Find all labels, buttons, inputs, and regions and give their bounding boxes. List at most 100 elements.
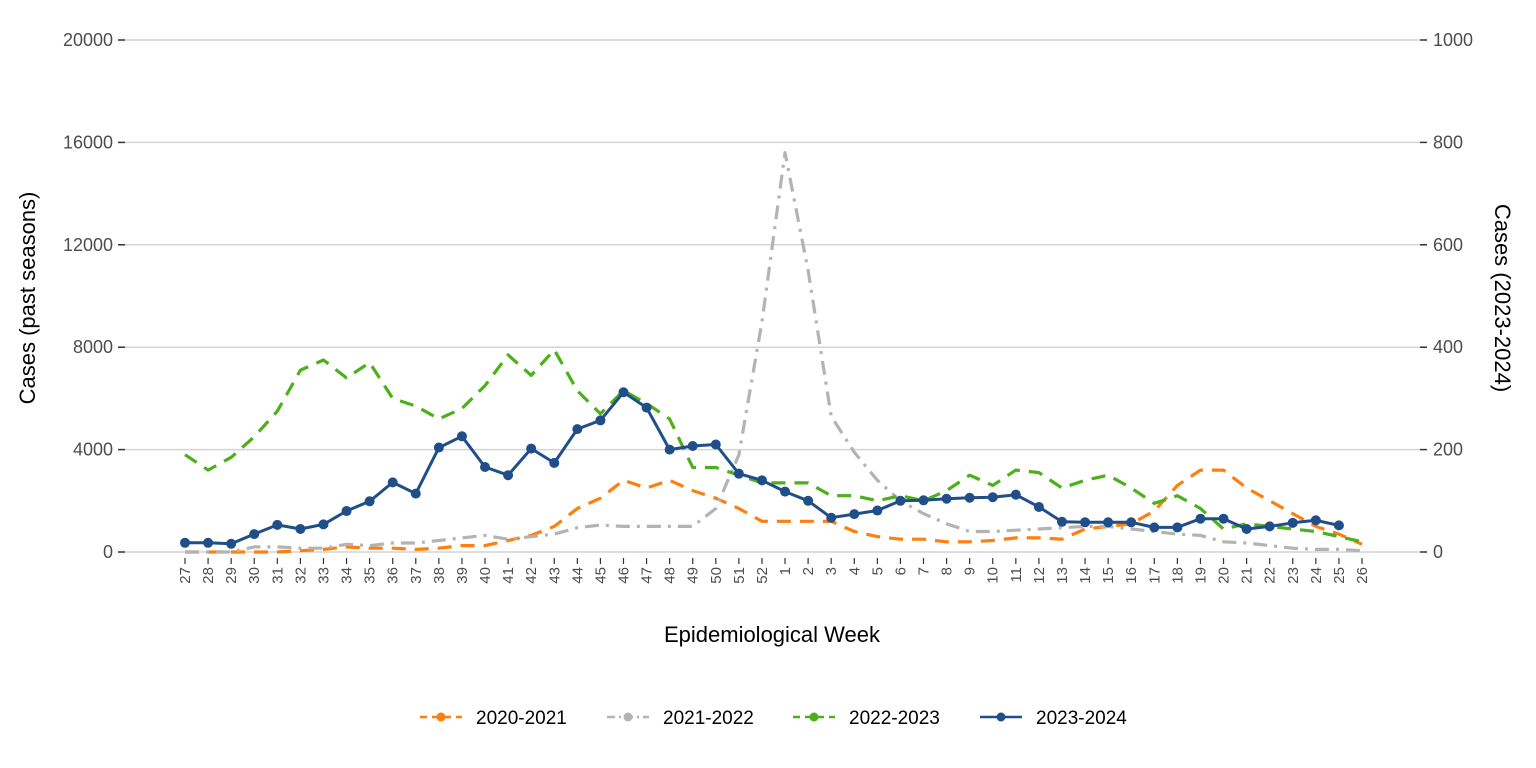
legend: 2020-2021 2021-2022 2022-2023 2023-2024 [420, 708, 1127, 729]
left-axis-title: Cases (past seasons) [15, 192, 40, 405]
x-tick-label: 5 [869, 567, 886, 575]
x-tick-label: 10 [985, 567, 1002, 584]
data-point [1241, 523, 1252, 534]
x-tick-label: 51 [731, 567, 748, 584]
data-point [203, 537, 214, 548]
right-tick-label: 1000 [1433, 30, 1473, 50]
x-tick-label: 12 [1031, 567, 1048, 584]
right-tick-label: 200 [1433, 440, 1463, 460]
data-point [1080, 517, 1091, 528]
data-point [780, 486, 791, 497]
data-point [272, 519, 283, 530]
data-point [1333, 520, 1344, 531]
x-tick-label: 2 [800, 567, 817, 575]
data-point [733, 468, 744, 479]
x-tick-label: 3 [823, 567, 840, 575]
data-point [1218, 513, 1229, 524]
right-tick-label: 800 [1433, 132, 1463, 152]
left-tick-label: 0 [103, 542, 113, 562]
data-point [1126, 517, 1137, 528]
data-point [849, 509, 860, 520]
left-axis: 0 4000 8000 12000 16000 20000 [63, 30, 125, 562]
x-tick-label: 49 [685, 567, 702, 584]
x-tick-label: 24 [1308, 567, 1325, 584]
x-tick-label: 31 [269, 567, 286, 584]
x-tick-label: 48 [662, 567, 679, 584]
x-tick-label: 39 [454, 567, 471, 584]
x-tick-label: 7 [916, 567, 933, 575]
right-tick-label: 400 [1433, 337, 1463, 357]
x-tick-label: 4 [846, 567, 863, 575]
x-tick-label: 8 [939, 567, 956, 575]
data-point [1172, 522, 1183, 533]
right-tick-label: 0 [1433, 542, 1443, 562]
data-point [364, 496, 375, 507]
legend-label: 2021-2022 [663, 708, 754, 729]
data-point [710, 439, 721, 450]
data-point [664, 444, 675, 455]
legend-label: 2023-2024 [1036, 708, 1127, 729]
x-tick-label: 11 [1008, 567, 1025, 583]
x-tick-label: 34 [339, 567, 356, 584]
data-point [595, 415, 606, 426]
data-point [180, 537, 190, 548]
x-tick-label: 37 [408, 567, 425, 584]
x-tick-label: 40 [477, 567, 494, 584]
data-point [318, 519, 329, 530]
x-tick-label: 44 [569, 567, 586, 584]
series-line-2020-2021 [185, 468, 1363, 554]
x-tick-label: 19 [1192, 567, 1209, 584]
data-point [1149, 522, 1160, 533]
x-tick-label: 22 [1262, 567, 1279, 584]
x-tick-label: 52 [754, 567, 771, 584]
x-tick-label: 41 [500, 567, 517, 584]
x-tick-label: 42 [523, 567, 540, 584]
data-point [1195, 513, 1206, 524]
data-point [387, 477, 398, 488]
data-point [618, 387, 629, 398]
data-point [918, 495, 929, 506]
data-point [456, 431, 467, 442]
legend-label: 2022-2023 [849, 708, 940, 729]
x-tick-label: 30 [246, 567, 263, 584]
data-point [641, 402, 652, 413]
x-tick-label: 28 [200, 567, 217, 584]
x-tick-label: 29 [223, 567, 240, 584]
data-point [1010, 489, 1021, 500]
right-tick-label: 600 [1433, 235, 1463, 255]
x-tick-label: 35 [362, 567, 379, 584]
gridlines [125, 39, 1420, 553]
x-axis: 27 28 29 30 31 32 33 34 35 36 37 38 39 40 41 42 43 44 45 46… [177, 558, 1371, 584]
left-tick-label: 12000 [63, 235, 113, 255]
data-point [687, 441, 698, 452]
left-tick-label: 20000 [63, 30, 113, 50]
legend-marker [809, 712, 819, 722]
x-tick-label: 33 [315, 567, 332, 584]
series-line-2022-2023 [184, 348, 1363, 544]
data-point [964, 492, 975, 503]
x-tick-label: 36 [385, 567, 402, 584]
x-tick-label: 9 [962, 567, 979, 575]
data-point [480, 462, 491, 473]
x-tick-label: 21 [1239, 567, 1256, 584]
data-point [1056, 516, 1067, 527]
data-point [895, 495, 906, 506]
legend-label: 2020-2021 [476, 708, 567, 729]
x-tick-label: 50 [708, 567, 725, 584]
data-point [249, 529, 260, 540]
x-tick-label: 38 [431, 567, 448, 584]
data-point [941, 493, 952, 504]
series-line-2021-2022 [185, 151, 1363, 554]
x-tick-label: 23 [1285, 567, 1302, 584]
data-point [410, 488, 421, 499]
data-point [549, 457, 560, 468]
x-tick-label: 18 [1169, 567, 1186, 584]
x-tick-label: 15 [1100, 567, 1117, 584]
legend-marker [436, 712, 446, 722]
data-point [826, 512, 837, 523]
data-point [226, 538, 237, 549]
data-point [803, 495, 814, 506]
x-tick-label: 16 [1123, 567, 1140, 584]
data-point [526, 443, 537, 454]
